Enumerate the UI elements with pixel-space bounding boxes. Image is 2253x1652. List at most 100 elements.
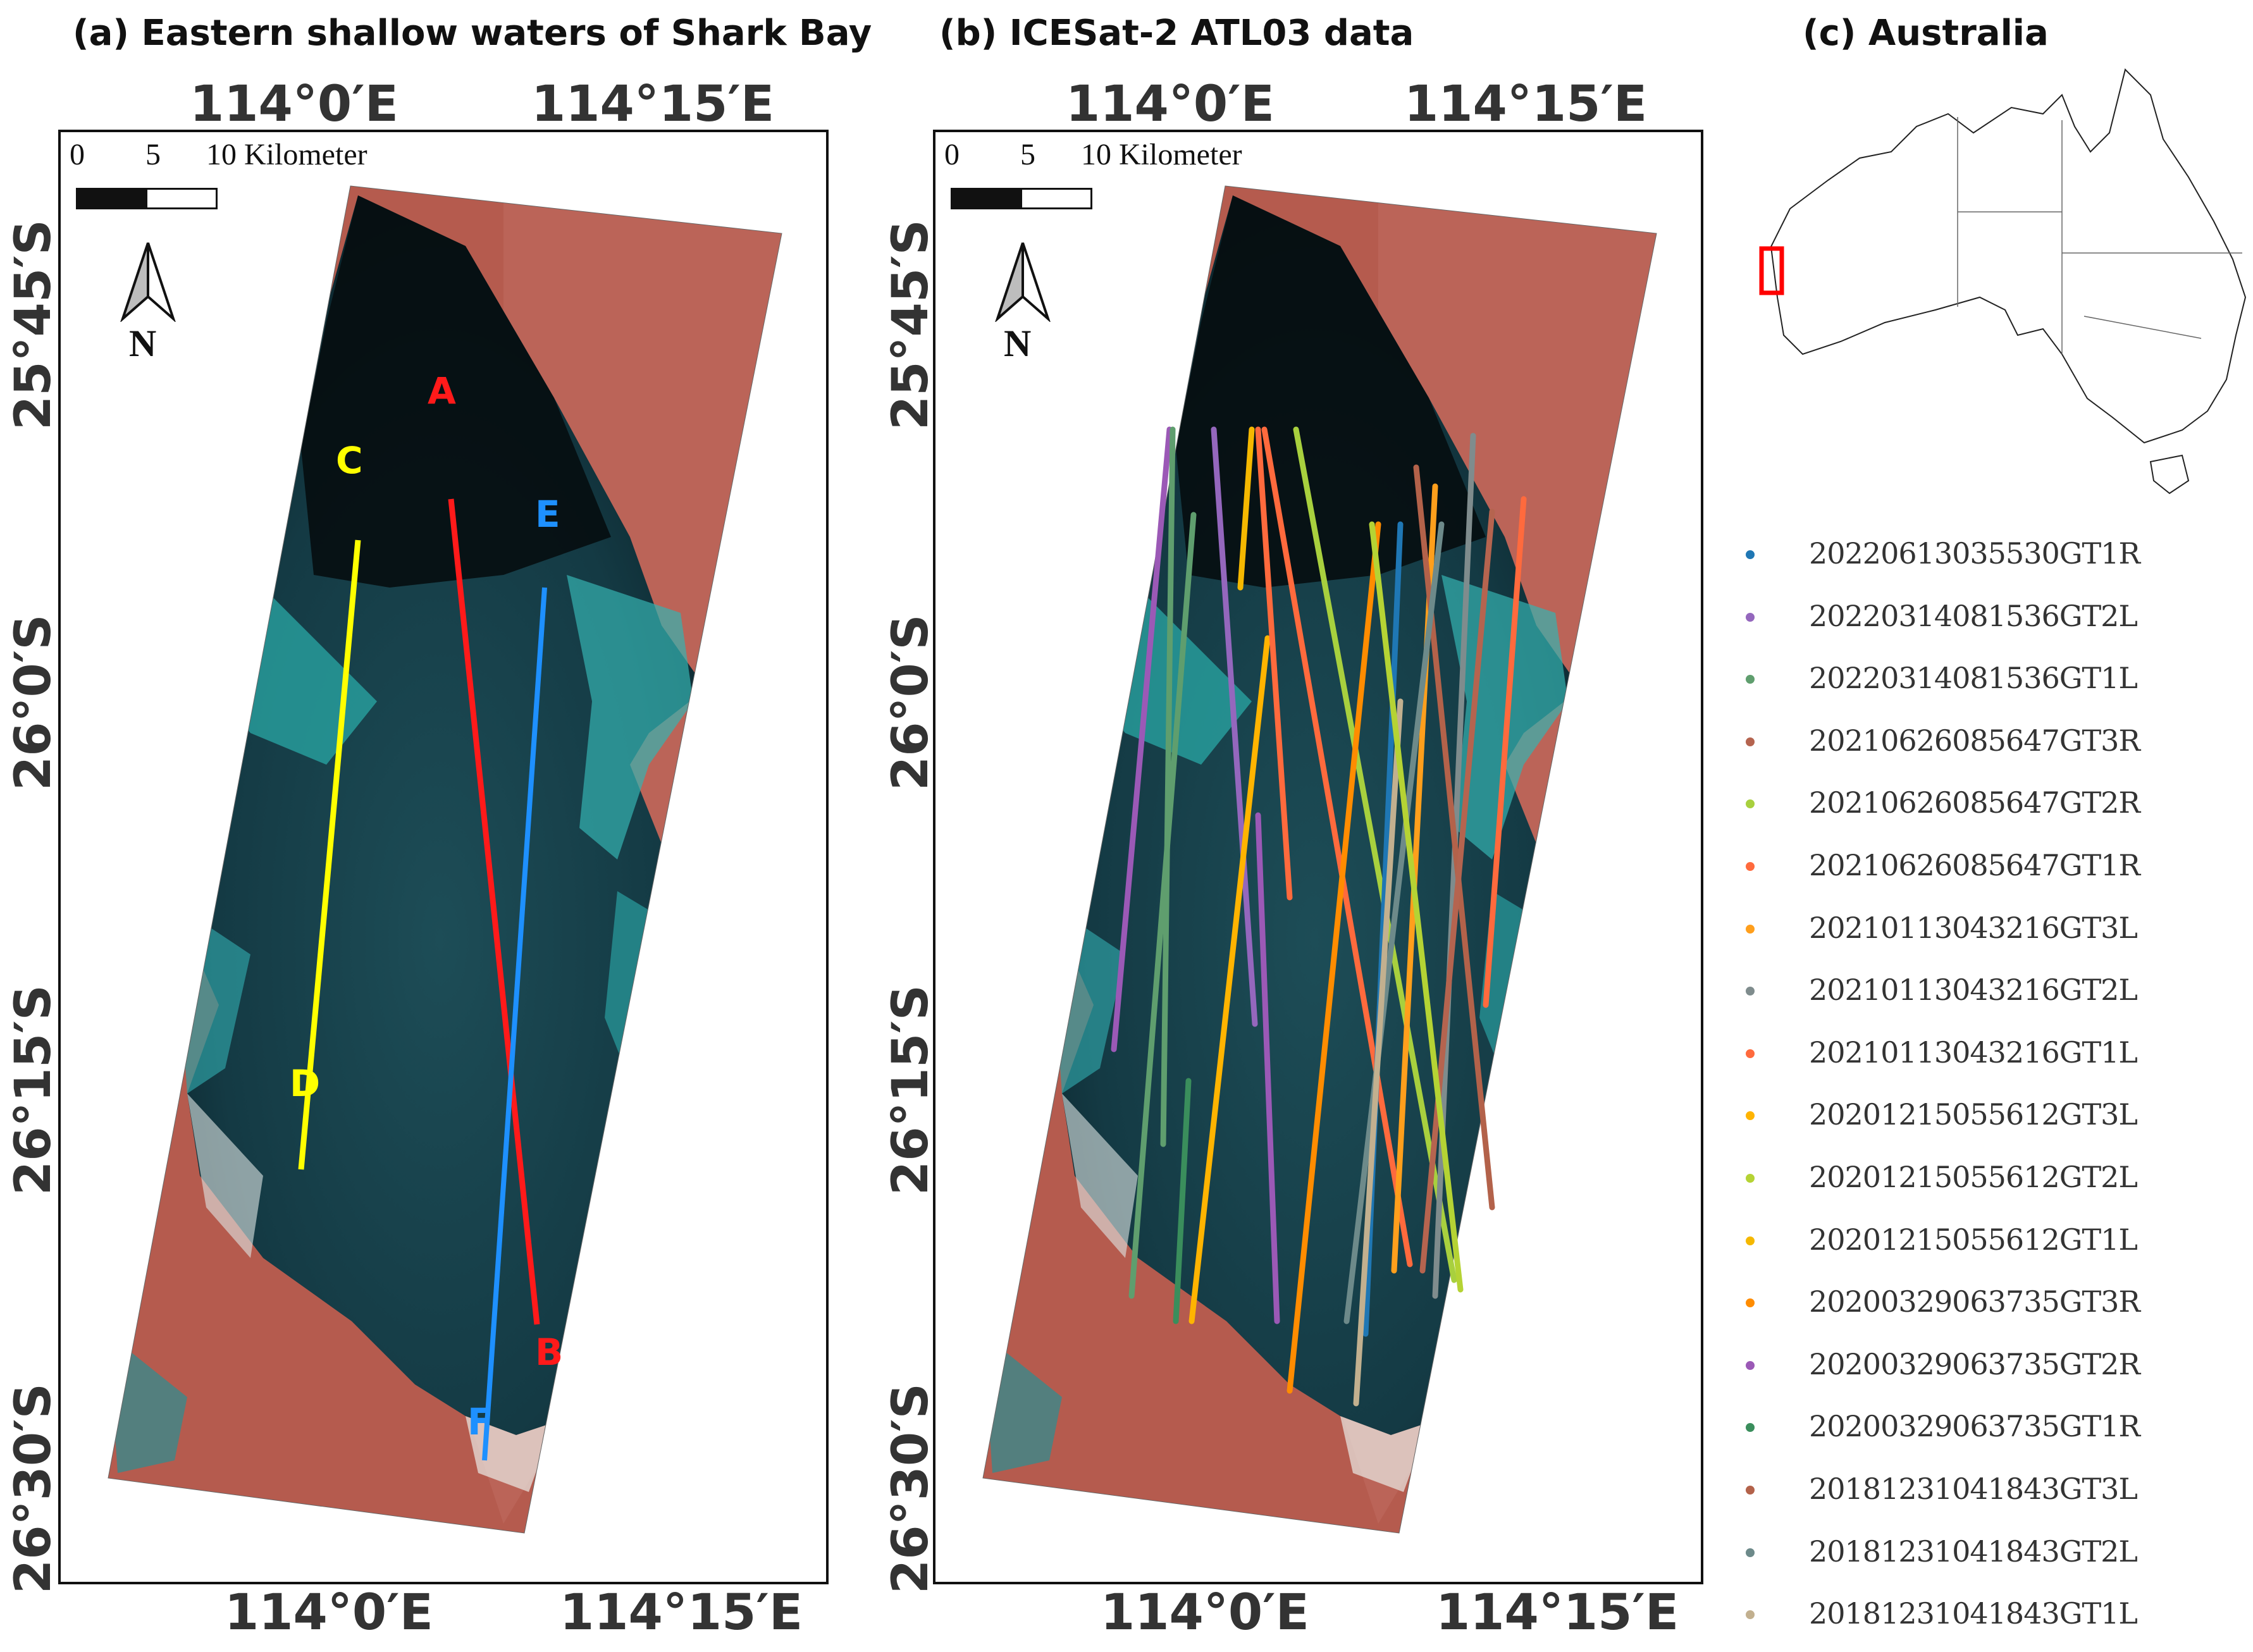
legend-item: 20220314081536GT2L	[1746, 599, 2239, 637]
legend-marker-icon	[1746, 799, 1755, 809]
north-arrow-icon	[120, 242, 176, 322]
panel-b-bottom-lon-left: 114°0′E	[1101, 1584, 1309, 1641]
legend-item: 20201215055612GT1L	[1746, 1223, 2239, 1261]
legend-marker-icon	[1746, 1423, 1755, 1433]
scale-tick-5: 5	[1020, 138, 1035, 171]
track-20220314081536GT1L	[1160, 426, 1176, 1147]
australia-outline	[1770, 68, 2247, 444]
track-20220314081536GT2L	[1211, 426, 1258, 1027]
legend-marker-icon	[1746, 1174, 1755, 1183]
profile-line-ef	[482, 587, 547, 1461]
legend-marker-icon	[1746, 1111, 1755, 1121]
panel-b-title: (b) ICESat-2 ATL03 data	[939, 13, 1414, 54]
track-20200329063735GT1R-b	[1173, 1078, 1192, 1324]
legend-label: 20181231041843GT2L	[1809, 1534, 2138, 1569]
point-label-d: D	[290, 1062, 321, 1105]
point-label-b: B	[535, 1331, 564, 1374]
legend-item: 20210113043216GT2L	[1746, 973, 2239, 1011]
track-20200329063735GT3R	[1287, 521, 1381, 1394]
panel-a-lat-1: 25°45′S	[5, 219, 62, 430]
legend-label: 20210113043216GT3L	[1809, 910, 2138, 945]
track-20201215055612GT1L	[1237, 426, 1255, 591]
north-label: N	[129, 323, 157, 364]
scale-tick-0: 0	[944, 138, 960, 171]
scale-tick-10: 10 Kilometer	[206, 138, 367, 171]
track-20181231041843GT1L	[1353, 698, 1404, 1407]
legend-item: 20210113043216GT3L	[1746, 911, 2239, 949]
track-20200329063735GT2R-b	[1255, 812, 1280, 1324]
panel-b-map	[982, 185, 1657, 1534]
legend-label: 20181231041843GT3L	[1809, 1472, 2138, 1506]
legend-label: 20220314081536GT2L	[1809, 598, 2138, 633]
track-20210113043216GT1L	[1255, 426, 1293, 901]
point-label-e: E	[535, 493, 560, 536]
track-20200329063735GT2R	[1111, 426, 1173, 1052]
legend-marker-icon	[1746, 1486, 1755, 1495]
legend-item: 20181231041843GT3L	[1746, 1472, 2239, 1510]
legend-label: 20220314081536GT1L	[1809, 661, 2138, 696]
legend-item: 20210626085647GT2R	[1746, 786, 2239, 823]
legend-item: 20200329063735GT3R	[1746, 1285, 2239, 1322]
legend-marker-icon	[1746, 737, 1755, 746]
panel-b-lat-2: 26°0′S	[882, 614, 939, 791]
north-label: N	[1004, 323, 1032, 364]
panel-a-map	[108, 185, 782, 1534]
panel-a-bottom-lon-left: 114°0′E	[225, 1584, 433, 1641]
track-20181231041843GT2L	[1343, 521, 1445, 1324]
legend-item: 20220314081536GT1L	[1746, 661, 2239, 699]
scale-tick-0: 0	[70, 138, 85, 171]
track-20181231041843GT3L	[1413, 464, 1495, 1211]
panel-b-map-frame: 0 5 10 Kilometer N	[933, 130, 1703, 1584]
scale-tick-10: 10 Kilometer	[1081, 138, 1242, 171]
legend-label: 20181231041843GT1L	[1809, 1596, 2138, 1631]
study-area-box	[1759, 246, 1784, 295]
panel-b-top-lon-left: 114°0′E	[1066, 76, 1275, 133]
legend-label: 20210626085647GT1R	[1809, 848, 2140, 882]
panel-a-top-lon-right: 114°15′E	[531, 76, 775, 133]
legend-marker-icon	[1746, 550, 1755, 559]
legend-item: 20220613035530GT1R	[1746, 536, 2239, 574]
track-20210626085647GT1R	[1261, 426, 1413, 1267]
legend-item: 20200329063735GT1R	[1746, 1409, 2239, 1447]
tasmania-outline	[2149, 454, 2190, 495]
point-label-c: C	[336, 439, 363, 482]
track-20201215055612GT3L	[1188, 635, 1271, 1324]
legend-item: 20181231041843GT1L	[1746, 1596, 2239, 1634]
legend-item: 20201215055612GT3L	[1746, 1097, 2239, 1135]
legend-label: 20201215055612GT3L	[1809, 1097, 2138, 1132]
legend-marker-icon	[1746, 987, 1755, 996]
legend-marker-icon	[1746, 1049, 1755, 1058]
panel-a-lat-2: 26°0′S	[5, 614, 62, 791]
north-arrow-icon	[995, 242, 1051, 322]
legend-label: 20210626085647GT3R	[1809, 723, 2140, 758]
profile-line-ab	[448, 498, 540, 1325]
track-20210626085647GT3R	[1419, 509, 1495, 1274]
track-20201215055612GT2L	[1369, 521, 1464, 1293]
scale-bar	[76, 188, 218, 209]
track-20210113043216GT2L	[1432, 433, 1476, 1299]
panel-c-title: (c) Australia	[1803, 13, 2049, 54]
point-label-f: F	[467, 1400, 493, 1443]
legend-marker-icon	[1746, 1548, 1755, 1557]
legend-marker-icon	[1746, 1360, 1755, 1370]
legend-label: 20200329063735GT3R	[1809, 1285, 2140, 1319]
legend-marker-icon	[1746, 1298, 1755, 1308]
panel-a-title: (a) Eastern shallow waters of Shark Bay	[73, 13, 872, 54]
scale-tick-5: 5	[145, 138, 161, 171]
panel-b-top-lon-right: 114°15′E	[1404, 76, 1648, 133]
legend-item: 20210113043216GT1L	[1746, 1035, 2239, 1073]
legend-label: 20201215055612GT1L	[1809, 1222, 2138, 1257]
australia-inset-map	[1746, 57, 2252, 538]
legend-marker-icon	[1746, 862, 1755, 871]
panel-a-bottom-lon-right: 114°15′E	[560, 1584, 803, 1641]
legend-label: 20210113043216GT2L	[1809, 973, 2138, 1008]
panel-a-map-frame: 0 5 10 Kilometer N A B C D E F	[58, 130, 829, 1584]
panel-b-lat-3: 26°15′S	[882, 985, 939, 1195]
profile-line-cd	[298, 539, 361, 1170]
legend-label: 20200329063735GT2R	[1809, 1347, 2140, 1381]
legend-item: 20210626085647GT1R	[1746, 848, 2239, 886]
panel-b-lat-1: 25°45′S	[882, 219, 939, 430]
panel-b-lat-4: 26°30′S	[882, 1383, 939, 1594]
legend-marker-icon	[1746, 924, 1755, 934]
panel-a-lat-3: 26°15′S	[5, 985, 62, 1195]
